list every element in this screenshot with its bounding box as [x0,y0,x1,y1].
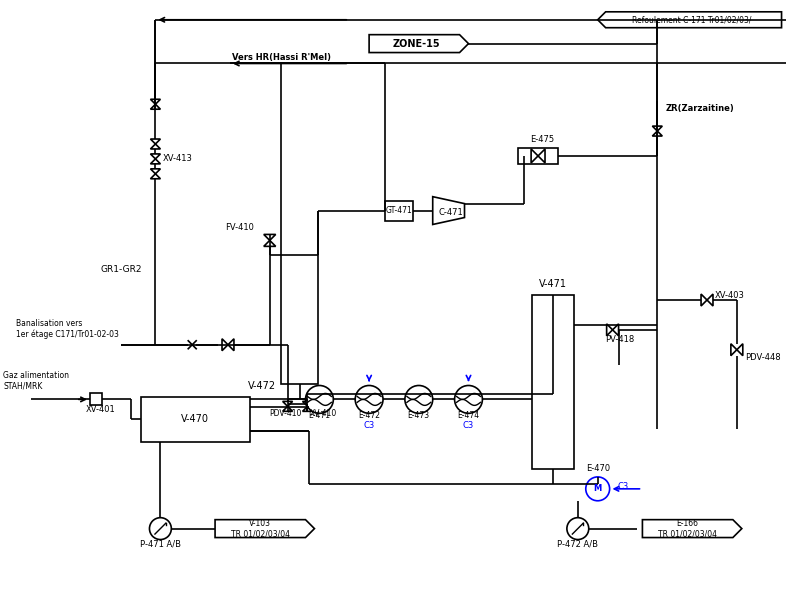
Text: GT-471: GT-471 [386,206,413,215]
Polygon shape [607,324,612,336]
Circle shape [454,385,482,413]
Text: E-166
TR 01/02/03/04: E-166 TR 01/02/03/04 [658,519,717,538]
Polygon shape [264,240,275,246]
Polygon shape [151,159,160,164]
Polygon shape [598,12,782,28]
Bar [90,393,102,405]
Text: Gaz alimentation
STAH/MRK: Gaz alimentation STAH/MRK [3,371,69,390]
Polygon shape [222,339,228,351]
Text: XV-403: XV-403 [715,291,745,300]
Text: XV-413: XV-413 [163,154,193,163]
Polygon shape [369,35,469,53]
Text: C3: C3 [463,421,474,430]
Bar [385,201,413,220]
Bar [518,148,558,164]
Polygon shape [264,234,275,240]
Text: ZONE-15: ZONE-15 [393,39,440,49]
Polygon shape [642,520,742,538]
Text: GR1-GR2: GR1-GR2 [101,265,142,274]
Polygon shape [432,197,465,225]
Polygon shape [151,100,160,104]
Polygon shape [302,401,312,406]
Polygon shape [531,149,538,163]
Text: P-471 A/B: P-471 A/B [140,540,181,549]
Text: V-472: V-472 [248,381,275,392]
Circle shape [355,385,383,413]
Text: V-103
TR 01/02/03/04: V-103 TR 01/02/03/04 [231,519,290,538]
Text: ZR(Zarzaitine): ZR(Zarzaitine) [665,104,734,113]
Bar [532,295,574,469]
Text: V-470: V-470 [181,415,209,424]
Polygon shape [151,104,160,109]
Text: C3: C3 [618,482,629,491]
Bar [281,256,319,384]
Text: P-472 A/B: P-472 A/B [557,540,598,549]
Polygon shape [282,406,293,412]
Text: M: M [593,484,602,493]
Text: V-471: V-471 [539,279,567,289]
Text: Vers HR(Hassi R'Mel): Vers HR(Hassi R'Mel) [232,53,331,61]
Text: PDV-448: PDV-448 [745,353,780,362]
Text: C3: C3 [364,421,375,430]
Text: FV-410: FV-410 [225,223,254,232]
Text: E-472: E-472 [358,412,380,420]
Polygon shape [538,149,545,163]
Text: C-471: C-471 [438,208,463,217]
Polygon shape [151,174,160,179]
Polygon shape [151,139,160,144]
Text: E-471: E-471 [308,412,331,420]
Text: PDV-410: PDV-410 [270,409,302,418]
Polygon shape [151,154,160,159]
Text: E-474: E-474 [458,412,480,420]
Polygon shape [282,401,293,406]
Circle shape [149,518,171,540]
Text: PV-418: PV-418 [604,335,634,344]
Circle shape [585,477,610,501]
Text: Banalisation vers
1er étage C171/Tr01-02-03: Banalisation vers 1er étage C171/Tr01-02… [17,319,119,339]
Polygon shape [737,344,742,356]
Circle shape [305,385,333,413]
Text: XV-410: XV-410 [309,409,337,418]
Polygon shape [701,294,707,306]
Polygon shape [302,406,312,412]
Text: E-473: E-473 [408,412,430,420]
Text: Refoulement C-171 Tr01/02/03/: Refoulement C-171 Tr01/02/03/ [632,15,751,24]
Polygon shape [731,344,737,356]
Polygon shape [151,144,160,149]
Circle shape [567,518,589,540]
Polygon shape [653,131,662,136]
Polygon shape [612,324,619,336]
Polygon shape [215,520,315,538]
Polygon shape [707,294,713,306]
Circle shape [405,385,432,413]
Bar [140,397,250,442]
Polygon shape [653,126,662,131]
Text: E-470: E-470 [585,464,610,473]
Text: XV-401: XV-401 [86,405,116,415]
Polygon shape [151,169,160,174]
Text: E-475: E-475 [530,135,554,144]
Polygon shape [228,339,234,351]
